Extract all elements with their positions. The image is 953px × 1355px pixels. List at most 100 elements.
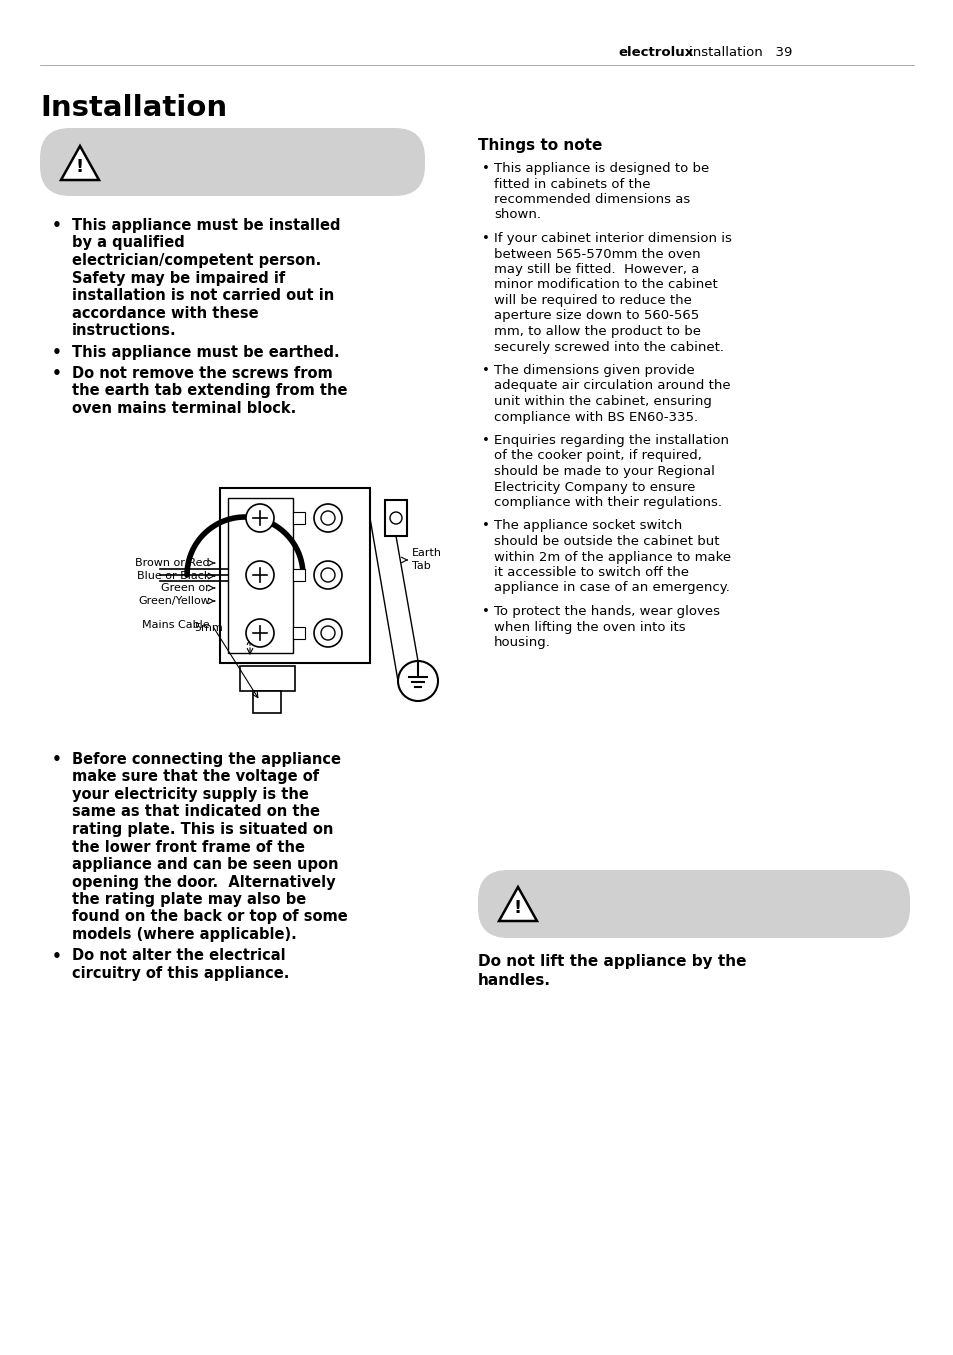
Text: •: • (481, 604, 489, 618)
Bar (385, 500, 407, 537)
Text: The appliance socket switch: The appliance socket switch (494, 519, 681, 533)
Text: electrician/competent person.: electrician/competent person. (71, 253, 321, 268)
Text: the rating plate may also be: the rating plate may also be (71, 892, 306, 906)
Circle shape (246, 504, 274, 533)
Polygon shape (498, 888, 537, 921)
Text: models (where applicable).: models (where applicable). (71, 927, 296, 942)
Text: it accessible to switch off the: it accessible to switch off the (494, 566, 688, 579)
Text: electrolux: electrolux (618, 46, 693, 58)
Text: handles.: handles. (477, 973, 551, 988)
Text: Brown or Red: Brown or Red (135, 558, 210, 568)
Circle shape (320, 568, 335, 583)
Text: your electricity supply is the: your electricity supply is the (71, 787, 309, 802)
Text: appliance and can be seen upon: appliance and can be seen upon (71, 856, 338, 873)
Text: Do not alter the electrical: Do not alter the electrical (71, 948, 285, 963)
Text: found on the back or top of some: found on the back or top of some (71, 909, 348, 924)
Text: •: • (52, 218, 62, 233)
Text: when lifting the oven into its: when lifting the oven into its (494, 621, 685, 634)
Circle shape (390, 512, 401, 524)
Text: Do not lift the appliance by the: Do not lift the appliance by the (477, 954, 745, 969)
Bar (253, 691, 281, 713)
Text: •: • (481, 434, 489, 447)
Text: of the cooker point, if required,: of the cooker point, if required, (494, 450, 701, 462)
FancyBboxPatch shape (477, 870, 909, 938)
Circle shape (320, 511, 335, 524)
Text: 5mm: 5mm (194, 623, 223, 633)
Text: •: • (481, 519, 489, 533)
Bar (220, 488, 370, 663)
Circle shape (246, 619, 274, 646)
Text: unit within the cabinet, ensuring: unit within the cabinet, ensuring (494, 396, 711, 408)
Text: Electricity Company to ensure: Electricity Company to ensure (494, 481, 695, 493)
Text: Do not remove the screws from: Do not remove the screws from (71, 366, 333, 381)
Text: mm, to allow the product to be: mm, to allow the product to be (494, 325, 700, 337)
Text: !: ! (514, 898, 521, 917)
Circle shape (314, 619, 341, 646)
Circle shape (320, 626, 335, 640)
Text: Tab: Tab (412, 561, 431, 570)
Text: Before connecting the appliance: Before connecting the appliance (71, 752, 340, 767)
Text: Blue or Black: Blue or Black (136, 570, 210, 581)
Text: Safety may be impaired if: Safety may be impaired if (71, 271, 285, 286)
Text: adequate air circulation around the: adequate air circulation around the (494, 379, 730, 393)
FancyBboxPatch shape (40, 127, 424, 196)
Text: same as that indicated on the: same as that indicated on the (71, 805, 319, 820)
Text: Earth: Earth (412, 547, 441, 558)
Text: Installation: Installation (40, 93, 227, 122)
Text: recommended dimensions as: recommended dimensions as (494, 192, 690, 206)
Text: •: • (52, 752, 62, 767)
Circle shape (397, 661, 437, 701)
Bar (293, 569, 305, 581)
Text: The dimensions given provide: The dimensions given provide (494, 364, 694, 377)
Circle shape (314, 561, 341, 589)
Text: accordance with these: accordance with these (71, 305, 258, 321)
Text: may still be fitted.  However, a: may still be fitted. However, a (494, 263, 699, 276)
Circle shape (246, 561, 274, 589)
Text: between 565-570mm the oven: between 565-570mm the oven (494, 248, 700, 260)
Text: circuitry of this appliance.: circuitry of this appliance. (71, 966, 289, 981)
Text: Things to note: Things to note (477, 138, 601, 153)
Text: Mains Cable: Mains Cable (142, 621, 210, 630)
Text: This appliance is designed to be: This appliance is designed to be (494, 163, 708, 175)
Text: within 2m of the appliance to make: within 2m of the appliance to make (494, 550, 730, 564)
Bar (228, 499, 293, 653)
Text: will be required to reduce the: will be required to reduce the (494, 294, 691, 308)
Text: compliance with their regulations.: compliance with their regulations. (494, 496, 721, 509)
Text: by a qualified: by a qualified (71, 236, 185, 251)
Polygon shape (61, 146, 99, 180)
Text: •: • (481, 364, 489, 377)
Text: minor modification to the cabinet: minor modification to the cabinet (494, 279, 717, 291)
Text: oven mains terminal block.: oven mains terminal block. (71, 401, 296, 416)
Text: If your cabinet interior dimension is: If your cabinet interior dimension is (494, 232, 731, 245)
Text: appliance in case of an emergency.: appliance in case of an emergency. (494, 581, 729, 595)
Text: Green or: Green or (161, 583, 210, 593)
Text: rating plate. This is situated on: rating plate. This is situated on (71, 822, 333, 837)
Text: •: • (52, 344, 62, 359)
Text: fitted in cabinets of the: fitted in cabinets of the (494, 178, 650, 191)
Text: housing.: housing. (494, 635, 550, 649)
Text: the earth tab extending from the: the earth tab extending from the (71, 383, 347, 398)
Text: the lower front frame of the: the lower front frame of the (71, 840, 305, 855)
Circle shape (314, 504, 341, 533)
Text: Green/Yellow: Green/Yellow (138, 596, 210, 606)
Text: Enquiries regarding the installation: Enquiries regarding the installation (494, 434, 728, 447)
Text: This appliance must be installed: This appliance must be installed (71, 218, 340, 233)
Bar (293, 512, 305, 524)
Text: securely screwed into the cabinet.: securely screwed into the cabinet. (494, 340, 723, 354)
Bar (293, 627, 305, 640)
Text: This appliance must be earthed.: This appliance must be earthed. (71, 344, 339, 359)
Text: •: • (52, 948, 62, 963)
Text: should be made to your Regional: should be made to your Regional (494, 465, 714, 478)
Text: should be outside the cabinet but: should be outside the cabinet but (494, 535, 719, 547)
Text: opening the door.  Alternatively: opening the door. Alternatively (71, 874, 335, 889)
Text: To protect the hands, wear gloves: To protect the hands, wear gloves (494, 604, 720, 618)
Text: •: • (52, 366, 62, 381)
Text: instructions.: instructions. (71, 322, 176, 337)
Text: •: • (481, 232, 489, 245)
Bar (240, 667, 294, 691)
Text: !: ! (76, 159, 84, 176)
Text: aperture size down to 560-565: aperture size down to 560-565 (494, 309, 699, 322)
Text: make sure that the voltage of: make sure that the voltage of (71, 770, 319, 785)
Text: installation   39: installation 39 (688, 46, 792, 58)
Text: •: • (481, 163, 489, 175)
